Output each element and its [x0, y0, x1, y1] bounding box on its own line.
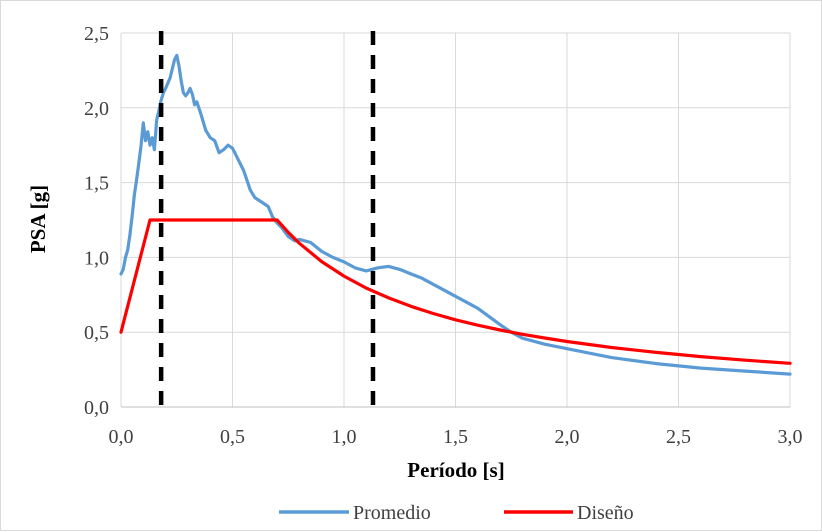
series-line-diseno [119, 218, 792, 365]
x-axis-title: Período [s] [407, 458, 504, 482]
x-tick-label: 0,5 [220, 426, 245, 448]
x-tick-label: 1,5 [443, 426, 468, 448]
series-lines [119, 53, 792, 376]
series-line-promedio [119, 53, 792, 376]
x-tick-label: 2,0 [555, 426, 580, 448]
y-tick-label: 1,5 [84, 173, 109, 195]
grid [120, 32, 791, 408]
y-tick-label: 2,0 [84, 98, 109, 120]
x-tick-label: 2,5 [666, 426, 691, 448]
y-tick-label: 2,5 [84, 23, 109, 45]
x-tick-label: 3,0 [778, 426, 803, 448]
legend: Promedio Diseño [279, 502, 634, 524]
period-markers [158, 31, 376, 407]
legend-label-diseno: Diseño [577, 502, 634, 524]
x-tick-label: 1,0 [332, 426, 357, 448]
legend-label-promedio: Promedio [353, 502, 431, 524]
y-tick-label: 0,0 [84, 397, 109, 419]
y-tick-label: 0,5 [84, 322, 109, 344]
y-tick-labels: 0,0 0,5 1,0 1,5 2,0 2,5 [84, 23, 109, 419]
x-tick-label: 0,0 [109, 426, 134, 448]
y-tick-label: 1,0 [84, 247, 109, 269]
x-tick-labels: 0,0 0,5 1,0 1,5 2,0 2,5 3,0 [109, 426, 803, 448]
y-axis-title: PSA [g] [26, 185, 50, 253]
